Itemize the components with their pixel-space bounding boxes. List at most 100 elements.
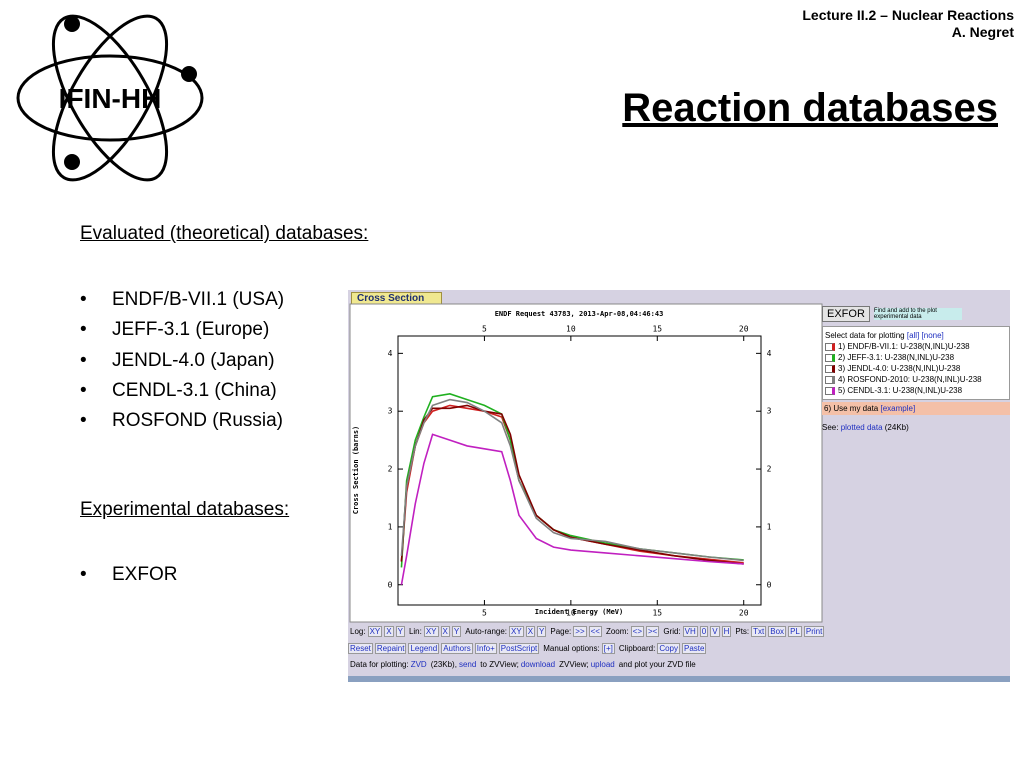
toolbar-button[interactable]: PL — [788, 626, 802, 637]
bullet: • — [80, 319, 87, 341]
plot: ENDF Request 43783, 2013-Apr-08,04:46:43… — [349, 303, 823, 623]
y-tick-label: 3 — [388, 407, 393, 416]
logo: IFIN-HH — [16, 14, 204, 182]
screenshot: Cross Section ENDF Request 43783, 2013-A… — [348, 290, 1010, 682]
toolbar-button[interactable]: X — [440, 626, 450, 637]
toolbar-button[interactable]: Y — [537, 626, 547, 637]
bullet-text: ROSFOND (Russia) — [112, 410, 284, 432]
toolbar-button[interactable]: XY — [367, 626, 383, 637]
select-all[interactable]: [all] — [906, 331, 920, 340]
toolbar-button[interactable]: send — [458, 660, 477, 669]
toolbar-button[interactable]: XY — [423, 626, 439, 637]
toolbar-label: Data for plotting: — [350, 660, 409, 669]
toolbar-button[interactable]: <> — [630, 626, 644, 637]
header: Lecture II.2 – Nuclear Reactions A. Negr… — [802, 7, 1014, 41]
legend-item[interactable]: 3) JENDL-4.0: U-238(N,INL)U-238 — [825, 364, 1007, 373]
toolbar-button[interactable]: download — [520, 660, 556, 669]
plotted-data-link[interactable]: plotted data — [840, 423, 883, 432]
bullet-text: EXFOR — [112, 564, 178, 585]
toolbar-button[interactable]: X — [384, 626, 394, 637]
toolbar-button[interactable]: Y — [395, 626, 405, 637]
toolbar-label: Grid: — [663, 627, 681, 636]
toolbar-button[interactable]: ZVD — [410, 660, 427, 669]
bullet-text: CENDL-3.1 (China) — [112, 379, 277, 401]
bullet: • — [80, 379, 87, 401]
logo-orbit — [16, 54, 204, 142]
own-data-label[interactable]: 6) Use my data — [824, 404, 879, 413]
heading: Experimental databases: — [80, 499, 290, 520]
toolbar-button[interactable]: V — [710, 626, 720, 637]
own-data: 6) Use my data [example] — [822, 402, 1010, 415]
toolbar-button[interactable]: >< — [645, 626, 660, 637]
series-line — [400, 433, 744, 585]
select-none[interactable]: [none] — [921, 331, 944, 340]
toolbar-button[interactable]: VH — [682, 626, 698, 637]
side-panel: EXFOR Find and add to the plot experimen… — [822, 304, 1010, 434]
toolbar-button[interactable]: Y — [451, 626, 462, 637]
exfor-button[interactable]: EXFOR — [822, 306, 870, 322]
toolbar-button[interactable]: >> — [573, 626, 587, 637]
slide-title: Reaction databases — [622, 86, 998, 130]
toolbar-button[interactable]: Paste — [682, 643, 707, 654]
toolbar-button[interactable]: Repaint — [374, 643, 407, 654]
legend-text: 2) JEFF-3.1: U-238(N,INL)U-238 — [838, 353, 955, 362]
toolbar-label: Zoom: — [605, 627, 629, 636]
toolbar-button[interactable]: H — [721, 626, 732, 637]
size: (24Kb) — [884, 423, 909, 432]
bullet-text: JEFF-3.1 (Europe) — [112, 319, 270, 341]
legend-text: 4) ROSFOND-2010: U-238(N,INL)U-238 — [838, 375, 982, 384]
bullet-text: JENDL-4.0 (Japan) — [112, 349, 275, 371]
toolbar-button[interactable]: Box — [768, 626, 787, 637]
x-tick-label: 15 — [652, 325, 662, 334]
toolbar-label: and plot your ZVD file — [618, 660, 696, 669]
toolbar-button[interactable]: << — [588, 626, 602, 637]
toolbar-button[interactable]: Authors — [441, 643, 473, 654]
y-tick-label: 1 — [767, 522, 772, 531]
legend: 1) ENDF/B-VII.1: U-238(N,INL)U-238 2) JEF… — [825, 342, 1007, 395]
legend-swatch — [825, 342, 835, 351]
legend-item[interactable]: 1) ENDF/B-VII.1: U-238(N,INL)U-238 — [825, 342, 1007, 351]
y-tick-label: 3 — [767, 407, 772, 416]
toolbar-button[interactable]: Txt — [751, 626, 767, 637]
legend-item[interactable]: 4) ROSFOND-2010: U-238(N,INL)U-238 — [825, 375, 1007, 384]
toolbar-label: Manual options: — [543, 644, 600, 653]
legend-item[interactable]: 2) JEFF-3.1: U-238(N,INL)U-238 — [825, 353, 1007, 362]
bullet-item: • ENDF/B-VII.1 (USA) — [80, 285, 284, 315]
toolbar-button[interactable]: Info+ — [474, 643, 497, 654]
toolbar-button[interactable]: upload — [590, 660, 615, 669]
toolbar-button[interactable]: Print — [803, 626, 825, 637]
legend-item[interactable]: 5) CENDL-3.1: U-238(N,INL)U-238 — [825, 386, 1007, 395]
y-tick-label: 0 — [767, 580, 772, 589]
y-tick-label: 2 — [767, 465, 772, 474]
legend-swatch — [825, 353, 835, 362]
plot-frame — [349, 303, 823, 623]
example-link[interactable]: [example] — [880, 404, 916, 413]
toolbar-button[interactable]: XY — [509, 626, 524, 637]
y-tick-label: 0 — [388, 580, 393, 589]
toolbar-label: Lin: — [408, 627, 422, 636]
bullet-item: • CENDL-3.1 (China) — [80, 376, 284, 406]
toolbar-button[interactable]: Legend — [408, 643, 440, 654]
bullet-item: • EXFOR — [80, 560, 177, 590]
bullet: • — [80, 410, 87, 432]
toolbar-button[interactable]: [+] — [601, 643, 615, 654]
toolbar-row: Data for plotting: ZVD (23Kb), send to ZVVie… — [348, 660, 696, 669]
y-tick-label: 1 — [388, 522, 393, 531]
toolbar-button[interactable]: Copy — [657, 643, 681, 654]
lecture: Lecture II.2 – Nuclear Reactions — [802, 7, 1014, 23]
toolbar-label: (23Kb), — [430, 660, 457, 669]
y-tick-label: 4 — [388, 349, 393, 358]
series-line — [400, 404, 744, 565]
toolbar-button[interactable]: X — [525, 626, 536, 637]
legend-swatch — [825, 364, 835, 373]
toolbar-button[interactable]: PostScript — [498, 643, 540, 654]
toolbar-label: Log: — [350, 627, 366, 636]
legend-text: 5) CENDL-3.1: U-238(N,INL)U-238 — [838, 386, 963, 395]
logo-text: IFIN-HH — [59, 83, 162, 114]
toolbar-button[interactable]: Reset — [348, 643, 373, 654]
toolbar-row: Reset Repaint Legend Authors Info+ PostScript… — [348, 643, 707, 654]
bullet: • — [80, 289, 87, 310]
toolbar-button[interactable]: 0 — [699, 626, 709, 637]
select-row: Select data for plotting [all] [none] — [825, 331, 1007, 340]
